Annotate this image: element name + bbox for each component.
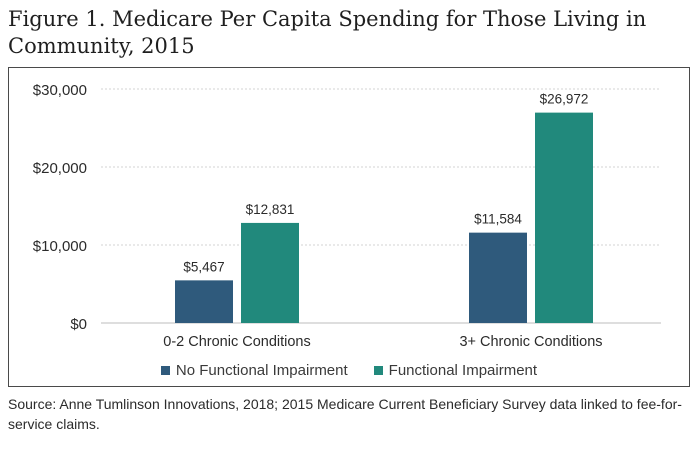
y-tick-label: $30,000	[33, 82, 87, 99]
data-label: $5,467	[183, 259, 224, 274]
bar-chart: $0 $10,000 $20,000 $30,000 $5,467 $12,831 0-2 …	[33, 82, 661, 350]
bar-impairment	[535, 112, 593, 323]
chart-container: $0 $10,000 $20,000 $30,000 $5,467 $12,831 0-2 …	[8, 67, 690, 387]
data-label: $26,972	[540, 92, 589, 107]
bar-no-impairment	[175, 280, 233, 323]
y-tick-label: $0	[70, 316, 87, 333]
legend-item: No Functional Impairment	[160, 362, 348, 379]
legend-label: Functional Impairment	[388, 362, 538, 379]
x-category-label: 3+ Chronic Conditions	[459, 334, 602, 350]
y-tick-label: $10,000	[33, 238, 87, 255]
figure-title: Figure 1. Medicare Per Capita Spending f…	[8, 7, 647, 58]
legend-label: No Functional Impairment	[175, 362, 348, 379]
legend-item: Functional Impairment	[373, 362, 538, 379]
data-label: $11,584	[474, 212, 522, 227]
data-label: $12,831	[246, 202, 295, 217]
source-note: Source: Anne Tumlinson Innovations, 2018…	[8, 396, 682, 432]
legend-swatch	[160, 366, 170, 375]
bar-impairment	[241, 222, 299, 323]
y-tick-label: $20,000	[33, 160, 87, 177]
bar-no-impairment	[469, 232, 527, 323]
legend-swatch	[373, 366, 383, 375]
chart-legend: No Functional Impairment Functional Impai…	[9, 362, 689, 379]
x-category-label: 0-2 Chronic Conditions	[163, 334, 311, 350]
